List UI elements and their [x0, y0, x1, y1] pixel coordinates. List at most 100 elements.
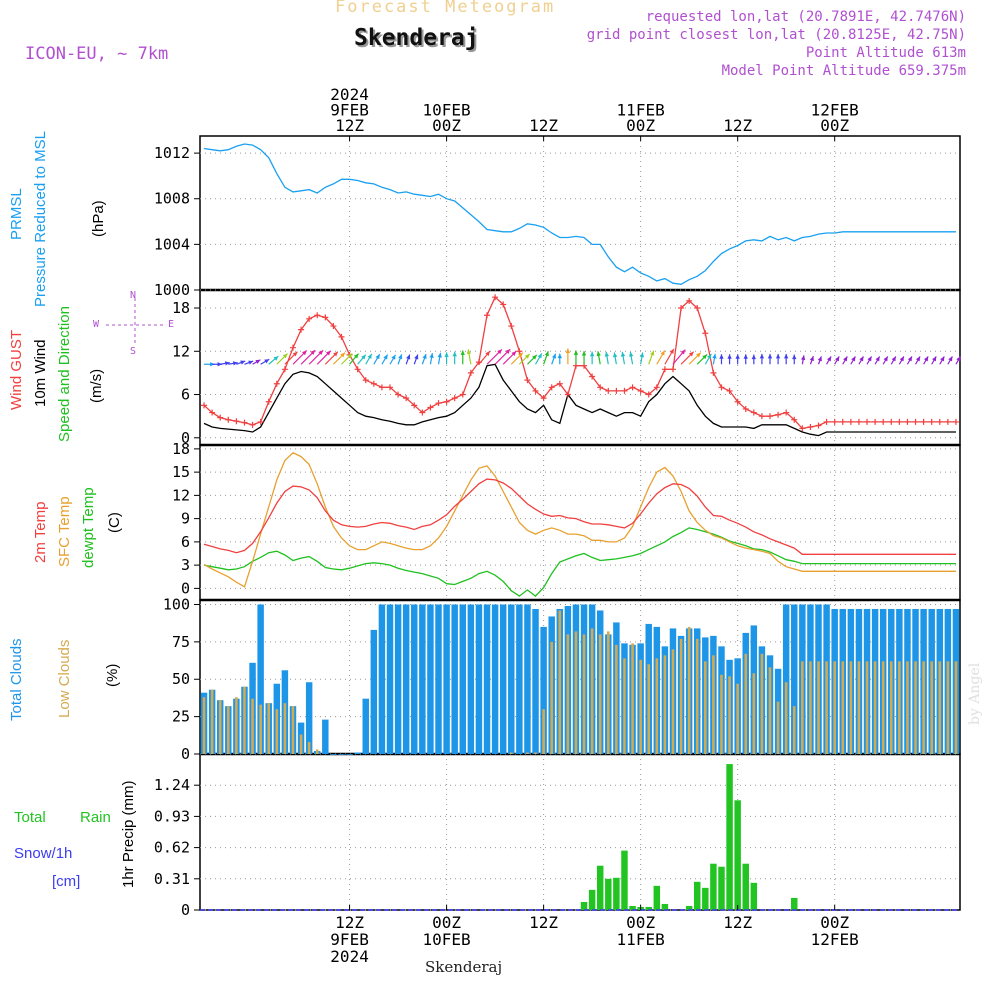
y-tick-label: 1000: [154, 281, 190, 299]
wind-arrowhead: [589, 351, 595, 357]
wind-arrowhead: [743, 354, 748, 359]
low-cloud-bar: [752, 673, 756, 754]
y-tick-label: 12: [172, 342, 190, 360]
y-tick-label: 0: [181, 579, 190, 597]
wind-arrowhead: [581, 351, 587, 356]
gust-marker: [532, 387, 539, 394]
total-cloud-bar: [451, 604, 458, 754]
low-cloud-bar: [768, 667, 772, 754]
wind-arrowhead: [302, 350, 307, 356]
wind-arrowhead: [444, 352, 449, 357]
precip-cm: [cm]: [52, 873, 81, 890]
low-cloud-bar: [704, 661, 707, 754]
precip-total: Total: [14, 809, 46, 826]
wind-arrowhead: [325, 350, 331, 356]
gust-marker: [645, 391, 652, 398]
gust-marker: [799, 425, 806, 432]
low-cloud-bar: [655, 658, 659, 754]
top-time-label: 00Z: [626, 116, 655, 135]
y-tick-label: 1008: [154, 190, 190, 208]
low-cloud-bar: [647, 664, 651, 754]
wind-arrowhead: [240, 360, 246, 365]
gust-marker: [621, 387, 628, 394]
gust-marker: [912, 418, 919, 425]
low-cloud-bar: [881, 661, 885, 754]
top-time-label: 12Z: [723, 116, 752, 135]
wind-arrowhead: [612, 352, 618, 358]
gust-marker: [839, 418, 846, 425]
low-cloud-bar: [210, 689, 214, 754]
rain-bar: [726, 764, 733, 910]
low-cloud-bar: [801, 661, 804, 754]
y-tick-label: 75: [172, 633, 190, 651]
wind-arrowhead: [437, 352, 442, 358]
low-cloud-bar: [267, 703, 271, 754]
pressure-line: [203, 143, 956, 285]
total-cloud-bar: [386, 604, 394, 754]
requested-coords: requested lon,lat (20.7891E, 42.7476N): [645, 9, 966, 25]
gust-marker: [864, 418, 871, 425]
low-cloud-bar: [550, 641, 553, 754]
wind-arrowhead: [414, 354, 419, 360]
wind-arrowhead: [367, 353, 372, 359]
rain-bar: [653, 885, 661, 910]
wind-arrowhead: [264, 359, 270, 364]
temp-title2: SFC Temp: [56, 496, 73, 567]
wind-arrowhead: [383, 354, 388, 360]
bottom-time-label: 00Z: [432, 913, 461, 932]
wind-arrowhead: [727, 354, 732, 359]
gust-marker: [403, 395, 410, 402]
total-cloud-bar: [435, 604, 442, 754]
total-cloud-bar: [459, 604, 466, 754]
gust-marker: [694, 305, 701, 312]
bottom-time-label: 12Z: [529, 913, 558, 932]
low-cloud-bar: [809, 661, 812, 754]
total-cloud-bar: [475, 604, 483, 754]
low-cloud-bar: [590, 628, 594, 754]
wind-arrowhead: [518, 352, 523, 358]
gust-marker: [669, 366, 676, 373]
rain-bar: [621, 850, 628, 910]
wind-arrowhead: [639, 352, 645, 358]
low-cloud-bar: [526, 752, 529, 754]
dewpoint-line: [203, 527, 956, 597]
low-cloud-bar: [598, 634, 602, 754]
wind-arrowhead: [883, 356, 888, 362]
bottom-time-label: 12FEB: [811, 930, 859, 949]
low-cloud-bar: [906, 661, 909, 754]
gust-marker: [273, 380, 280, 387]
pressure-title1: PRMSL: [8, 188, 25, 240]
panel-frame: [199, 135, 961, 291]
total-cloud-bar: [508, 604, 515, 754]
bottom-time-label: 12Z: [723, 913, 752, 932]
wind-arrowhead: [915, 356, 921, 362]
gust-marker: [637, 387, 644, 394]
wind-arrowhead: [466, 349, 472, 355]
low-cloud-bar: [607, 631, 610, 754]
top-time-label: 9FEB: [330, 101, 369, 120]
wind-arrowhead: [485, 351, 490, 357]
sfc-temp-line: [203, 452, 956, 588]
gust-marker: [241, 419, 248, 426]
gust-marker: [378, 384, 385, 391]
total-cloud-bar: [483, 604, 491, 754]
wind-arrowhead: [282, 353, 288, 359]
model-altitude: Model Point Altitude 659.375m: [721, 63, 966, 79]
clouds-title2: Low Clouds: [56, 639, 73, 718]
temp-unit: (C): [106, 512, 123, 533]
wind-arrowhead: [712, 353, 717, 359]
gust-marker: [767, 413, 773, 420]
wind-arrowhead: [680, 349, 686, 355]
gust-marker: [589, 373, 596, 380]
rain-bar: [613, 877, 620, 910]
compass-w: W: [93, 319, 100, 330]
wind-arrowhead: [759, 353, 765, 359]
low-cloud-bar: [631, 643, 634, 754]
wind-arrowhead: [310, 350, 316, 355]
gust-marker: [225, 416, 232, 423]
low-cloud-bar: [566, 634, 570, 754]
wind-arrowhead: [696, 352, 701, 358]
footer-station: Skenderaj: [425, 958, 503, 976]
gust-marker: [710, 369, 717, 376]
